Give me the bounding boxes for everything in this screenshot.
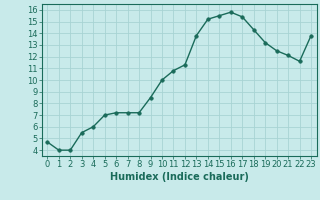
X-axis label: Humidex (Indice chaleur): Humidex (Indice chaleur) [110,172,249,182]
